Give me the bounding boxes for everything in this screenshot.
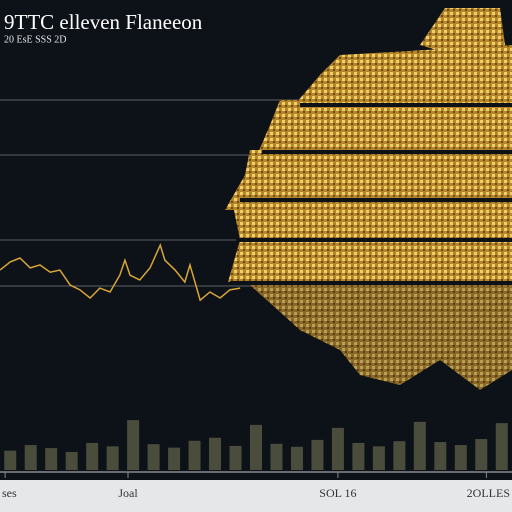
x-tick-label: Joal bbox=[118, 486, 138, 500]
volume-bar bbox=[4, 450, 17, 470]
volume-bar bbox=[270, 443, 283, 470]
volume-bar bbox=[393, 441, 406, 470]
volume-bar bbox=[65, 451, 78, 470]
chart-title: 9TTC elleven Flaneeon bbox=[4, 10, 203, 34]
chart-subtitle: 20 EsE SSS 2D bbox=[4, 34, 67, 45]
volume-bar bbox=[209, 437, 222, 470]
volume-bar bbox=[475, 439, 488, 470]
volume-bar bbox=[352, 442, 365, 470]
volume-bar bbox=[127, 420, 140, 470]
x-tick-label: SOL 16 bbox=[319, 486, 356, 500]
volume-bar bbox=[106, 446, 119, 470]
volume-bar bbox=[372, 446, 385, 470]
volume-bar bbox=[86, 442, 99, 470]
price-line bbox=[0, 242, 241, 302]
volume-bar bbox=[413, 421, 426, 470]
x-axis-band bbox=[0, 480, 512, 512]
volume-bar bbox=[229, 445, 242, 470]
volume-bar bbox=[147, 444, 160, 470]
volume-bar bbox=[434, 442, 447, 470]
golden-structure bbox=[225, 8, 512, 390]
volume-bar bbox=[495, 423, 508, 470]
volume-bar bbox=[24, 445, 37, 470]
volume-bar bbox=[454, 445, 467, 470]
volume-bar bbox=[331, 427, 344, 470]
volume-bar bbox=[290, 446, 303, 470]
volume-bar bbox=[168, 447, 181, 470]
volume-bar bbox=[45, 448, 58, 470]
volume-bar bbox=[188, 440, 201, 470]
volume-bar bbox=[250, 424, 262, 470]
x-tick-label: 2OLLES bbox=[467, 486, 510, 500]
volume-bar bbox=[311, 439, 324, 470]
x-tick-label: ses bbox=[2, 486, 17, 500]
